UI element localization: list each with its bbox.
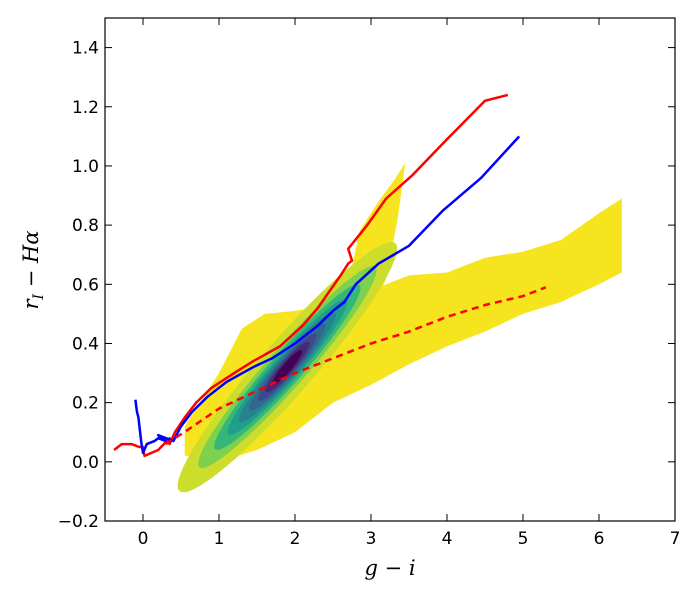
x-tick-label: 6 bbox=[594, 529, 605, 549]
y-tick-label: 1.0 bbox=[72, 157, 99, 177]
x-tick-label: 5 bbox=[518, 529, 529, 549]
x-axis-label: g − i bbox=[364, 556, 415, 580]
y-tick-label: 0.8 bbox=[72, 216, 99, 236]
density-contour-level-9 bbox=[272, 350, 302, 385]
y-tick-label: 0.2 bbox=[72, 394, 99, 414]
density-layer bbox=[177, 163, 622, 493]
x-tick-label: 4 bbox=[442, 529, 453, 549]
y-tick-label: −0.2 bbox=[58, 512, 99, 532]
y-tick-label: 1.2 bbox=[72, 98, 99, 118]
x-tick-label: 2 bbox=[290, 529, 301, 549]
y-axis-label-main: r bbox=[19, 298, 43, 310]
x-tick-label: 0 bbox=[138, 529, 149, 549]
y-tick-label: 0.0 bbox=[72, 453, 99, 473]
y-tick-label: 0.6 bbox=[72, 275, 99, 295]
series-line-3 bbox=[165, 286, 547, 446]
x-tick-label: 7 bbox=[670, 529, 681, 549]
series-line-2 bbox=[134, 135, 521, 455]
y-axis-label-rest: − Hα bbox=[19, 230, 43, 293]
y-axis-label-subscript: I bbox=[31, 293, 47, 300]
plot-frame bbox=[104, 17, 676, 522]
y-tick-label: 0.4 bbox=[72, 334, 99, 354]
x-tick-label: 3 bbox=[366, 529, 377, 549]
y-tick-label: 1.4 bbox=[72, 39, 99, 59]
ticks-layer: 0 1 2 3 4 5 6 7 −0.2 0.0 0.2 0.4 0.6 0.8 1.0 1.2 1.4 bbox=[58, 18, 681, 549]
x-tick-label: 1 bbox=[214, 529, 225, 549]
y-axis-label: rI − Hα bbox=[19, 230, 47, 309]
lines-layer bbox=[113, 93, 547, 458]
